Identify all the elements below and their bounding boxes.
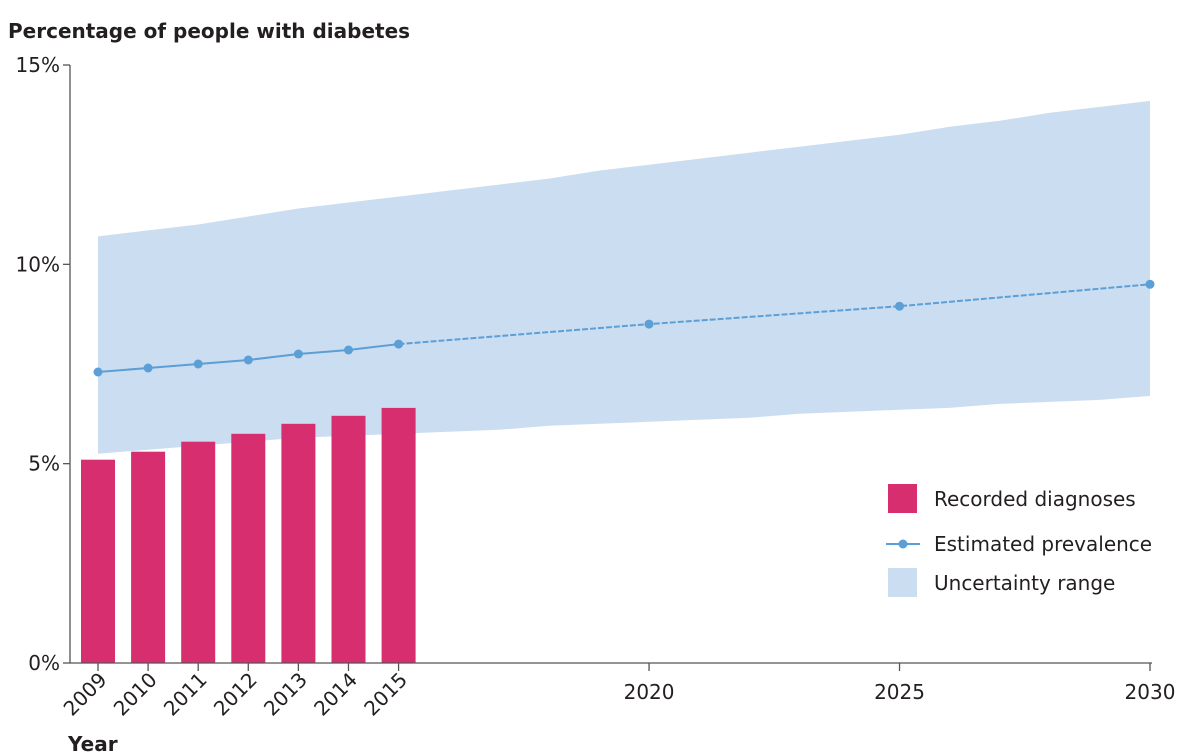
- bar-2014: [331, 415, 366, 663]
- legend-label-uncertainty: Uncertainty range: [934, 571, 1115, 595]
- x-tick-label: 2015: [359, 668, 412, 721]
- x-tick-label: 2025: [874, 680, 925, 704]
- prevalence-point-2011: [193, 359, 203, 369]
- x-tick-label: 2020: [624, 680, 675, 704]
- uncertainty-range-area: [98, 100, 1150, 454]
- y-tick-label: 5%: [28, 452, 60, 476]
- prevalence-point-2020: [644, 319, 654, 329]
- bar-2010: [131, 451, 166, 663]
- line-layer: [93, 279, 1155, 377]
- x-tick-label: 2010: [109, 668, 162, 721]
- bar-layer: [81, 407, 416, 663]
- prevalence-point-2012: [243, 355, 253, 365]
- prevalence-point-2015: [394, 339, 404, 349]
- x-tick-label: 2009: [59, 668, 112, 721]
- y-tick-label: 10%: [16, 252, 60, 276]
- bar-2011: [181, 441, 216, 663]
- x-tick-label: 2012: [209, 668, 262, 721]
- x-tick-label: 2030: [1125, 680, 1176, 704]
- x-tick-label: 2014: [309, 668, 362, 721]
- uncertainty-area-layer: [98, 100, 1150, 454]
- prevalence-point-2013: [293, 349, 303, 359]
- prevalence-point-2030: [1145, 279, 1155, 289]
- y-tick-label: 15%: [16, 53, 60, 77]
- legend-swatch-uncertainty: [888, 568, 917, 597]
- prevalence-point-2014: [344, 345, 353, 355]
- x-tick-label: 2011: [159, 668, 212, 721]
- legend-swatch-recorded: [888, 484, 917, 513]
- chart-title: Percentage of people with diabetes: [8, 19, 410, 43]
- bar-2009: [81, 459, 115, 663]
- legend-label-prevalence: Estimated prevalence: [934, 532, 1152, 556]
- bar-2015: [381, 407, 416, 663]
- bar-2013: [281, 423, 316, 663]
- prevalence-line-dashed: [398, 283, 1151, 346]
- y-tick-label: 0%: [28, 651, 60, 675]
- prevalence-point-2025: [895, 301, 904, 311]
- x-axis-label: Year: [67, 732, 118, 754]
- bar-2012: [231, 433, 266, 663]
- legend: Recorded diagnoses Estimated prevalence Un…: [886, 484, 1152, 597]
- legend-label-recorded: Recorded diagnoses: [934, 487, 1136, 511]
- x-tick-label: 2013: [259, 668, 312, 721]
- prevalence-point-2010: [143, 363, 153, 373]
- prevalence-point-2009: [93, 367, 103, 377]
- legend-swatch-point: [898, 539, 908, 549]
